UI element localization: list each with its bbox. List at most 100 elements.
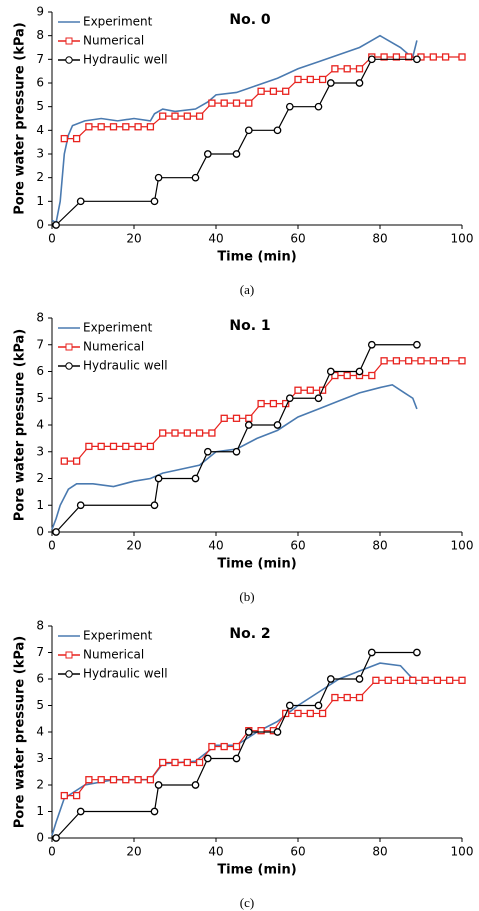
marker xyxy=(52,834,60,842)
marker xyxy=(85,442,93,451)
x-tick-label: 60 xyxy=(290,232,305,246)
marker xyxy=(285,102,294,111)
marker xyxy=(203,754,212,763)
marker xyxy=(208,429,216,437)
marker xyxy=(314,701,323,710)
x-tick-label: 20 xyxy=(126,845,141,859)
y-tick-label: 2 xyxy=(36,170,44,184)
marker xyxy=(433,676,442,684)
legend-marker xyxy=(65,362,73,370)
legend-label: Experiment xyxy=(83,15,153,29)
marker xyxy=(159,429,167,437)
marker xyxy=(97,442,105,451)
legend-label: Hydraulic well xyxy=(83,667,168,681)
marker xyxy=(458,53,466,61)
legend-marker xyxy=(65,343,73,351)
marker xyxy=(208,742,216,751)
x-tick-label: 100 xyxy=(451,232,474,246)
marker xyxy=(257,87,265,95)
x-tick-label: 20 xyxy=(126,232,141,246)
marker xyxy=(183,429,191,437)
marker xyxy=(413,340,421,349)
marker xyxy=(195,758,204,767)
y-tick-label: 4 xyxy=(36,418,44,432)
y-tick-label: 4 xyxy=(36,123,44,137)
marker xyxy=(326,367,335,376)
marker xyxy=(244,728,253,736)
y-tick-label: 8 xyxy=(36,28,44,42)
x-tick-label: 20 xyxy=(126,539,141,553)
marker xyxy=(159,112,167,120)
marker xyxy=(441,357,450,365)
legend-label: Numerical xyxy=(83,340,144,354)
legend-label: Numerical xyxy=(83,648,144,662)
marker xyxy=(306,75,314,84)
marker xyxy=(413,648,421,657)
y-axis-label: Pore water pressure (kPa) xyxy=(13,22,28,214)
legend-marker xyxy=(65,670,73,678)
x-tick-label: 40 xyxy=(208,539,223,553)
y-tick-label: 6 xyxy=(36,76,44,90)
y-axis-label: Pore water pressure (kPa) xyxy=(13,329,28,521)
y-tick-label: 8 xyxy=(36,619,44,633)
y-tick-label: 5 xyxy=(36,99,44,113)
x-tick-label: 0 xyxy=(48,539,56,553)
marker xyxy=(458,357,466,365)
y-tick-label: 3 xyxy=(36,751,44,765)
marker xyxy=(269,399,278,408)
marker xyxy=(60,134,68,143)
marker xyxy=(134,123,142,131)
caption: (b) xyxy=(239,589,254,604)
marker xyxy=(257,727,265,735)
marker xyxy=(318,75,327,84)
x-axis-label: Time (min) xyxy=(217,250,296,265)
marker xyxy=(150,197,159,206)
x-tick-label: 0 xyxy=(48,845,56,859)
marker xyxy=(429,53,437,61)
marker xyxy=(154,173,163,182)
y-tick-label: 6 xyxy=(36,672,44,686)
marker xyxy=(146,776,155,784)
y-tick-label: 7 xyxy=(36,337,44,351)
legend-label: Hydraulic well xyxy=(83,359,168,373)
x-axis-label: Time (min) xyxy=(217,863,296,878)
marker xyxy=(150,501,159,510)
marker xyxy=(232,414,241,422)
x-tick-label: 80 xyxy=(372,845,387,859)
chart-title: No. 1 xyxy=(229,318,270,334)
marker xyxy=(306,709,314,718)
marker xyxy=(355,79,364,87)
legend-label: Experiment xyxy=(83,321,153,335)
marker xyxy=(405,357,413,365)
marker xyxy=(232,754,241,763)
marker xyxy=(368,371,376,380)
marker xyxy=(326,675,335,683)
marker xyxy=(441,53,450,61)
marker xyxy=(343,371,351,380)
marker xyxy=(413,55,421,64)
marker xyxy=(159,758,167,767)
marker xyxy=(232,150,241,158)
marker xyxy=(171,758,179,767)
legend-marker xyxy=(65,651,73,659)
marker xyxy=(367,648,376,657)
marker xyxy=(220,99,228,107)
marker xyxy=(257,399,265,408)
y-tick-label: 8 xyxy=(36,311,44,325)
marker xyxy=(109,123,118,131)
y-tick-label: 1 xyxy=(36,804,44,818)
marker xyxy=(76,807,85,816)
marker xyxy=(245,99,253,107)
marker xyxy=(417,357,425,365)
y-tick-label: 9 xyxy=(36,5,44,19)
y-tick-label: 6 xyxy=(36,364,44,378)
marker xyxy=(355,693,364,702)
marker xyxy=(269,87,278,95)
x-tick-label: 80 xyxy=(372,539,387,553)
marker xyxy=(331,65,339,73)
legend-marker xyxy=(65,37,73,45)
x-tick-label: 40 xyxy=(208,845,223,859)
marker xyxy=(355,367,364,376)
legend-label: Experiment xyxy=(83,629,153,643)
marker xyxy=(331,693,339,702)
